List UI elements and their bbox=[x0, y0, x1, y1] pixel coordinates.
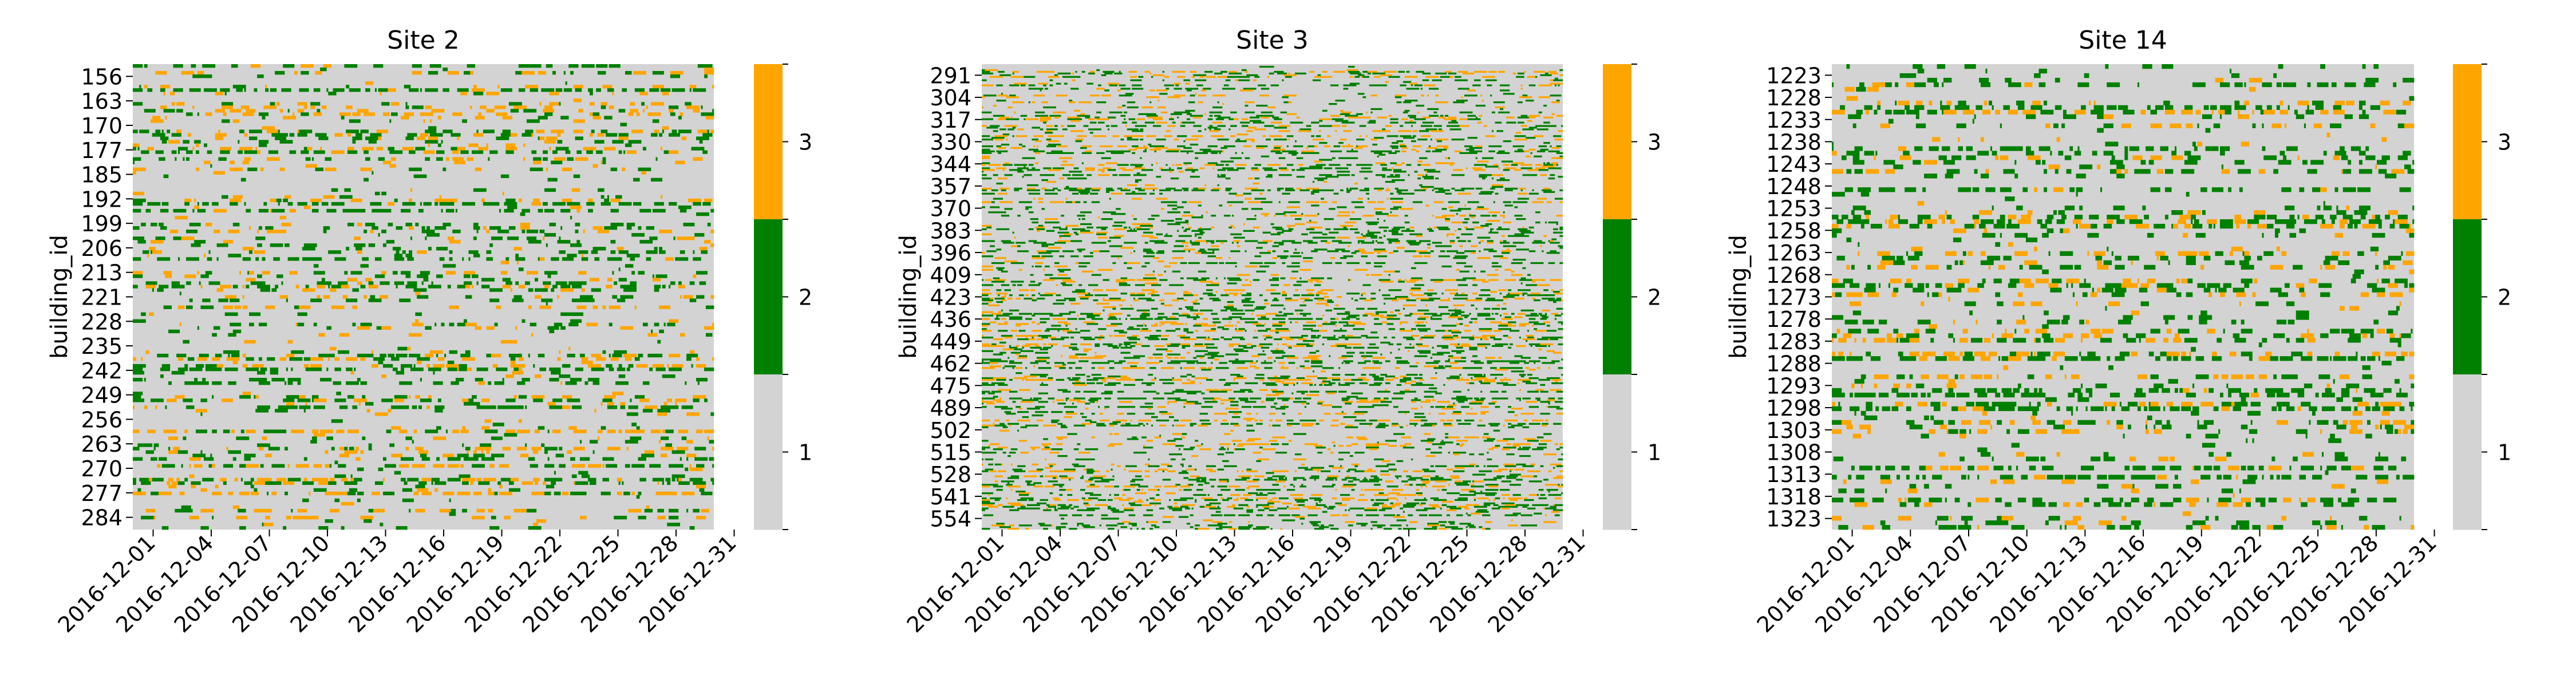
colorbar-segment bbox=[754, 219, 783, 375]
y-tick-label: 344 bbox=[930, 152, 971, 177]
y-tick-label: 1323 bbox=[1766, 507, 1822, 532]
y-tick-label: 1243 bbox=[1766, 152, 1822, 177]
heatmap-cells bbox=[982, 65, 1563, 530]
colorbar-segment bbox=[754, 374, 783, 530]
y-tick-label: 330 bbox=[930, 130, 971, 155]
y-tick-label: 1298 bbox=[1766, 396, 1822, 421]
y-tick-label: 284 bbox=[81, 506, 123, 531]
colorbar-segment bbox=[1603, 219, 1631, 375]
heatmap-cells bbox=[133, 64, 714, 530]
colorbar: 1 2 3 bbox=[1603, 64, 1661, 530]
y-tick-label: 1318 bbox=[1766, 484, 1822, 510]
colorbar-segment bbox=[2453, 64, 2482, 220]
y-axis-label: building_id bbox=[46, 235, 73, 359]
y-tick-label: 423 bbox=[930, 285, 971, 310]
y-tick-label: 242 bbox=[81, 358, 123, 384]
y-tick-label: 170 bbox=[81, 113, 123, 139]
colorbar-label: 3 bbox=[1647, 130, 1661, 155]
heatmap-panel-2: Site 32913043173303443573703833964094234… bbox=[895, 26, 1661, 638]
y-tick-label: 304 bbox=[930, 85, 971, 110]
colorbar-label: 2 bbox=[1647, 285, 1661, 310]
colorbar-segment bbox=[1603, 64, 1631, 220]
y-tick-label: 462 bbox=[930, 352, 971, 377]
chart-title: Site 3 bbox=[1236, 26, 1308, 55]
y-tick-label: 291 bbox=[930, 63, 971, 88]
colorbar-segment bbox=[2453, 374, 2482, 530]
y-tick-label: 249 bbox=[81, 383, 123, 408]
y-tick-label: 1273 bbox=[1766, 285, 1822, 310]
y-axis-label: building_id bbox=[895, 235, 922, 359]
y-tick-label: 235 bbox=[81, 334, 123, 359]
chart-title: Site 2 bbox=[387, 26, 459, 55]
heatmap-background bbox=[982, 64, 1563, 530]
chart-title: Site 14 bbox=[2079, 26, 2167, 55]
colorbar-label: 2 bbox=[799, 285, 812, 310]
colorbar-label: 1 bbox=[799, 440, 812, 465]
y-tick-label: 1293 bbox=[1766, 373, 1822, 398]
y-tick-label: 1313 bbox=[1766, 462, 1822, 487]
heatmap-panel-1: Site 21561631701771851921992062132212282… bbox=[46, 26, 812, 638]
y-tick-label: 1233 bbox=[1766, 108, 1822, 133]
y-tick-label: 383 bbox=[930, 218, 971, 243]
y-tick-label: 1268 bbox=[1766, 263, 1822, 288]
y-tick-label: 256 bbox=[81, 407, 123, 432]
y-tick-label: 502 bbox=[930, 418, 971, 443]
y-tick-label: 436 bbox=[930, 307, 971, 332]
y-tick-label: 221 bbox=[81, 285, 123, 310]
colorbar-label: 3 bbox=[2498, 130, 2511, 155]
y-tick-label: 270 bbox=[81, 456, 123, 481]
colorbar-label: 1 bbox=[1647, 440, 1661, 465]
y-tick-label: 199 bbox=[81, 211, 123, 236]
heatmap-panel-3: Site 14122312281233123812431248125312581… bbox=[1725, 26, 2511, 638]
y-tick-label: 192 bbox=[81, 187, 123, 212]
y-tick-label: 1238 bbox=[1766, 130, 1822, 155]
colorbar-segment bbox=[1603, 374, 1631, 530]
y-tick-label: 1228 bbox=[1766, 85, 1822, 110]
y-tick-label: 528 bbox=[930, 462, 971, 487]
y-tick-label: 1308 bbox=[1766, 440, 1822, 465]
y-tick-label: 1253 bbox=[1766, 196, 1822, 222]
y-tick-label: 541 bbox=[930, 484, 971, 510]
y-axis-label: building_id bbox=[1725, 235, 1752, 359]
y-tick-label: 370 bbox=[930, 196, 971, 222]
y-tick-label: 1258 bbox=[1766, 218, 1822, 243]
y-tick-label: 177 bbox=[81, 138, 123, 163]
colorbar-label: 3 bbox=[799, 130, 812, 155]
heatmap-cells bbox=[1832, 64, 2415, 530]
y-tick-label: 1263 bbox=[1766, 240, 1822, 266]
y-tick-label: 1303 bbox=[1766, 418, 1822, 443]
y-tick-label: 163 bbox=[81, 89, 123, 114]
y-tick-label: 277 bbox=[81, 481, 123, 506]
y-tick-label: 1223 bbox=[1766, 63, 1822, 88]
y-tick-label: 1278 bbox=[1766, 307, 1822, 332]
colorbar: 1 2 3 bbox=[754, 64, 812, 530]
colorbar-label: 1 bbox=[2498, 440, 2511, 465]
colorbar-label: 2 bbox=[2498, 285, 2511, 310]
y-tick-label: 317 bbox=[930, 108, 971, 133]
y-tick-label: 475 bbox=[930, 373, 971, 398]
y-tick-label: 213 bbox=[81, 260, 123, 286]
y-tick-label: 263 bbox=[81, 432, 123, 457]
y-tick-label: 156 bbox=[81, 64, 123, 89]
y-tick-label: 1283 bbox=[1766, 329, 1822, 354]
y-tick-label: 1288 bbox=[1766, 352, 1822, 377]
colorbar: 1 2 3 bbox=[2453, 64, 2511, 530]
y-tick-label: 515 bbox=[930, 440, 971, 465]
y-tick-label: 228 bbox=[81, 309, 123, 334]
y-tick-label: 185 bbox=[81, 163, 123, 188]
y-tick-label: 1248 bbox=[1766, 174, 1822, 199]
y-tick-label: 206 bbox=[81, 236, 123, 261]
y-tick-label: 449 bbox=[930, 329, 971, 354]
y-tick-label: 409 bbox=[930, 263, 971, 288]
y-tick-label: 357 bbox=[930, 174, 971, 199]
y-tick-label: 554 bbox=[930, 507, 971, 532]
colorbar-segment bbox=[2453, 219, 2482, 375]
y-tick-label: 396 bbox=[930, 240, 971, 266]
y-tick-label: 489 bbox=[930, 396, 971, 421]
colorbar-segment bbox=[754, 64, 783, 220]
